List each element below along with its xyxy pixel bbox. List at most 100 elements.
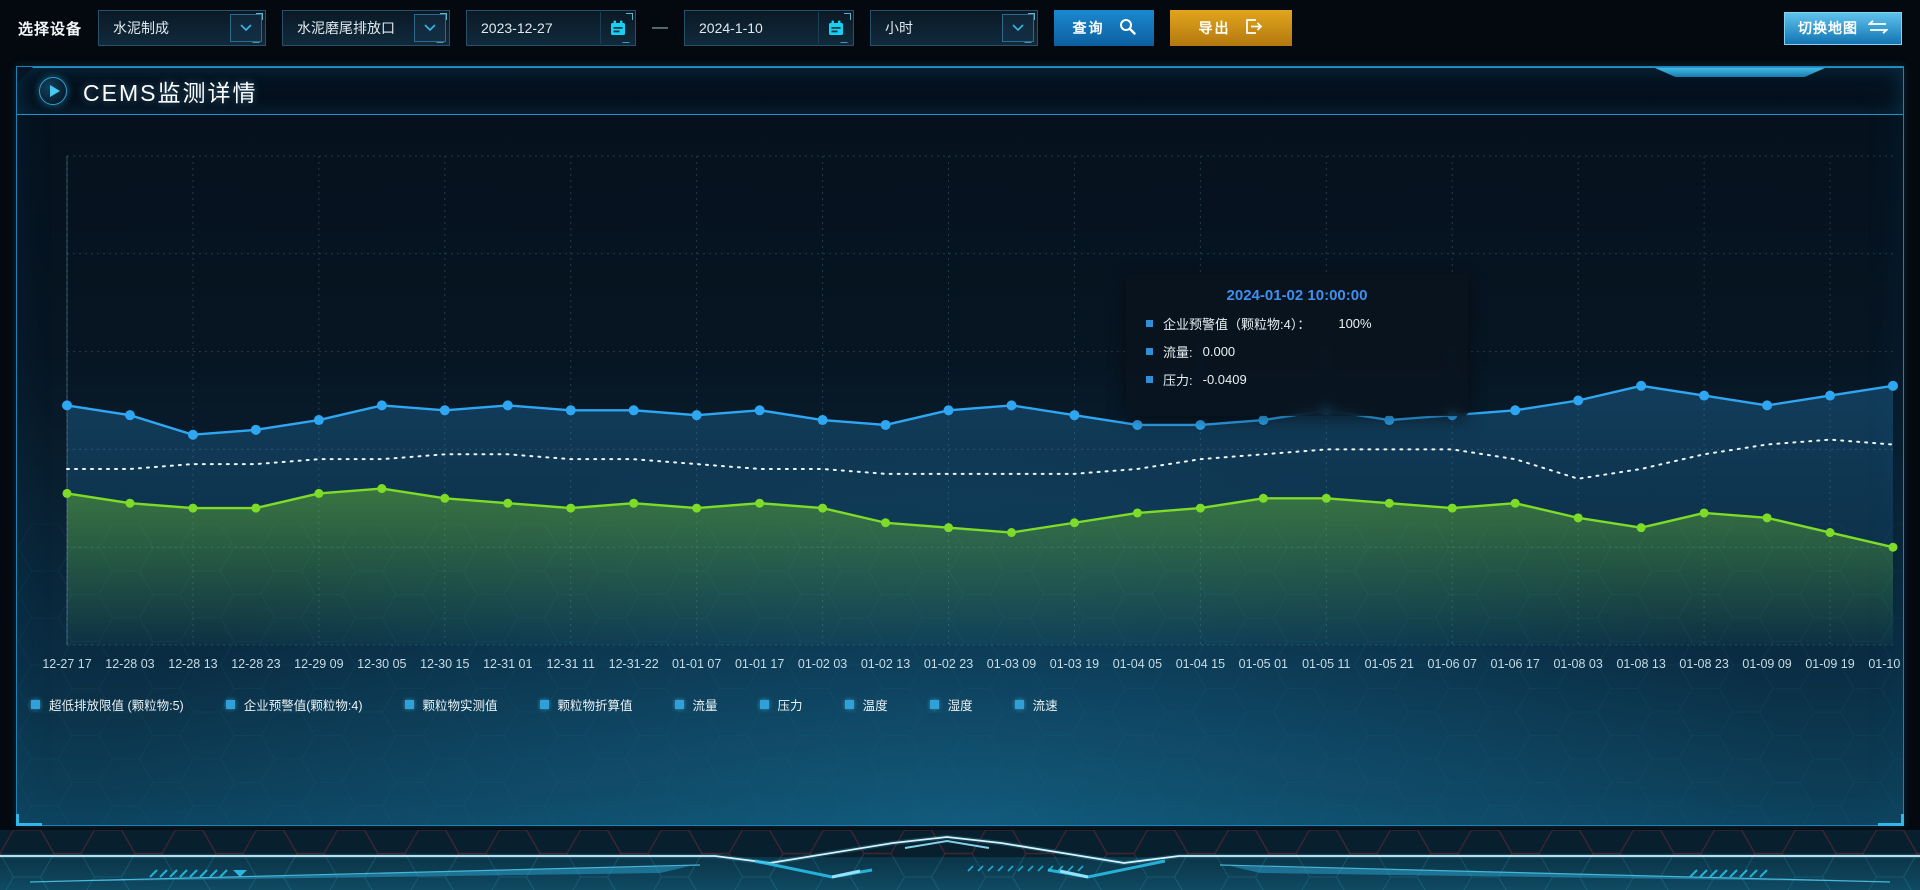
play-icon[interactable] [39,77,67,105]
outlet-select[interactable]: 水泥磨尾排放口 [282,10,451,46]
data-point[interactable] [566,503,576,513]
data-point[interactable] [377,484,387,494]
data-point[interactable] [1069,518,1079,528]
data-point[interactable] [1888,542,1898,552]
data-point[interactable] [1195,503,1205,513]
legend-item[interactable]: 湿度 [929,695,973,714]
data-point[interactable] [1384,498,1394,508]
tooltip-label: 流量: [1163,345,1193,360]
process-select[interactable]: 水泥制成 [98,10,267,46]
data-point[interactable] [1699,390,1710,401]
data-point[interactable] [503,498,513,508]
chevron-down-icon[interactable] [1002,14,1035,42]
legend-item[interactable]: 企业预警值(颗粒物:4) [225,695,363,714]
chevron-down-icon[interactable] [414,14,447,42]
data-point[interactable] [502,400,513,411]
data-point[interactable] [1258,493,1268,503]
data-point[interactable] [1573,513,1583,523]
x-axis-label: 12-31 01 [483,657,532,671]
data-point[interactable] [565,405,576,416]
data-point[interactable] [1510,498,1520,508]
data-point[interactable] [124,410,135,421]
chart-svg[interactable]: 12-27 17 12-28 03 12-28 13 12-28 23 12-29 09… [17,117,1903,717]
end-date-input[interactable]: 2024-1-10 [684,10,855,46]
data-point[interactable] [188,503,198,513]
data-point[interactable] [1447,503,1457,513]
data-point[interactable] [250,424,261,435]
legend-item[interactable]: 压力 [759,695,803,714]
data-point[interactable] [187,429,198,440]
data-point[interactable] [1699,508,1709,518]
data-point[interactable] [692,503,702,513]
data-point[interactable] [125,498,135,508]
tooltip-label: 压力: [1163,373,1193,388]
data-point[interactable] [691,410,702,421]
data-point[interactable] [1762,513,1772,523]
data-point[interactable] [818,503,828,513]
data-point[interactable] [1321,493,1331,503]
data-point[interactable] [628,405,639,416]
x-axis-label: 01-08 23 [1679,657,1728,671]
x-axis-label: 01-06 07 [1428,657,1477,671]
legend-item[interactable]: 流速 [1014,695,1058,714]
data-point[interactable] [755,498,765,508]
data-point[interactable] [1636,523,1646,533]
export-icon [1245,18,1264,38]
x-axis-label: 12-29 09 [294,657,343,671]
data-point[interactable] [880,419,891,430]
data-point[interactable] [251,503,261,513]
legend-item[interactable]: 流量 [674,695,718,714]
x-axis-label: 12-30 05 [357,657,406,671]
switch-map-button[interactable]: 切换地图 [1784,11,1902,45]
series-marker-icon [1146,320,1153,327]
legend-label: 超低排放限值 (颗粒物:5) [49,699,184,713]
data-point[interactable] [314,488,324,498]
data-point[interactable] [1888,380,1898,391]
calendar-icon[interactable] [818,12,852,44]
switch-map-label: 切换地图 [1798,20,1858,36]
legend-item[interactable]: 颗粒物实测值 [404,695,498,714]
calendar-icon[interactable] [600,12,634,44]
data-point[interactable] [943,405,954,416]
x-axis-label: 01-08 03 [1553,657,1602,671]
data-point[interactable] [1132,508,1142,518]
legend-marker-icon [674,700,684,709]
data-point[interactable] [1384,415,1395,426]
data-point[interactable] [1258,415,1269,426]
data-point[interactable] [1573,395,1584,406]
export-button[interactable]: 导出 [1170,10,1293,46]
legend-marker-icon [1014,700,1024,709]
interval-select[interactable]: 小时 [870,10,1039,46]
data-point[interactable] [440,493,450,503]
data-point[interactable] [1132,419,1143,430]
data-point[interactable] [1195,419,1206,430]
data-point[interactable] [62,400,72,411]
data-point[interactable] [881,518,891,528]
legend-item[interactable]: 超低排放限值 (颗粒物:5) [31,695,184,714]
data-point[interactable] [1510,405,1521,416]
data-point[interactable] [629,498,639,508]
x-axis-label: 01-01 17 [735,657,784,671]
start-date-input[interactable]: 2023-12-27 [466,10,637,46]
data-point[interactable] [1762,400,1773,411]
series-line [66,438,1894,480]
data-point[interactable] [313,415,324,426]
export-button-label: 导出 [1198,20,1231,36]
data-point[interactable] [439,405,450,416]
data-point[interactable] [1006,400,1017,411]
data-point[interactable] [376,400,387,411]
data-point[interactable] [1825,528,1835,538]
chevron-down-icon[interactable] [230,14,263,42]
legend-item[interactable]: 颗粒物折算值 [539,695,633,714]
data-point[interactable] [1825,390,1836,401]
data-point[interactable] [1006,528,1016,538]
data-point[interactable] [1069,410,1080,421]
data-point[interactable] [944,523,954,533]
data-point[interactable] [1636,380,1647,391]
query-button[interactable]: 查询 [1054,10,1155,46]
x-axis-label: 01-10 05 [1868,657,1903,671]
data-point[interactable] [62,488,72,498]
data-point[interactable] [817,415,828,426]
data-point[interactable] [754,405,765,416]
legend-item[interactable]: 温度 [844,695,888,714]
